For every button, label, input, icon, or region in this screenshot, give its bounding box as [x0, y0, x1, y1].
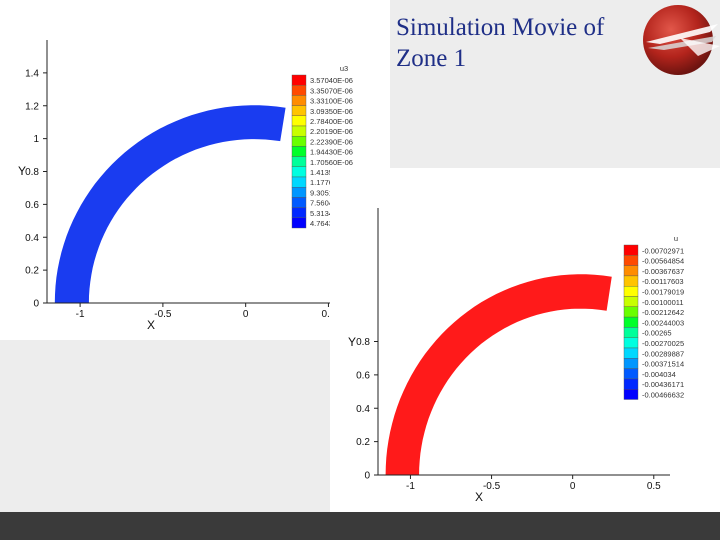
- legend-label: -0.00212642: [642, 308, 684, 317]
- x-axis-label: X: [475, 490, 483, 504]
- legend-swatch: [623, 255, 639, 266]
- legend-swatch: [291, 115, 307, 127]
- x-tick-label: -1: [406, 481, 415, 492]
- legend-swatch: [623, 275, 639, 287]
- y-tick-label: 0.2: [25, 266, 39, 277]
- y-tick-label: 0.8: [25, 167, 39, 178]
- legend-swatch: [291, 84, 307, 96]
- legend-label: 2.22390E-06: [310, 137, 353, 146]
- y-axis-label: Y: [348, 335, 356, 349]
- legend-label: 2.20190E-06: [310, 127, 353, 136]
- legend-label: 3.57040E-06: [310, 76, 353, 85]
- red-sphere-logo-icon: [640, 2, 720, 78]
- legend-swatch: [291, 146, 307, 157]
- legend-swatch: [291, 197, 307, 208]
- legend-swatch: [623, 244, 639, 256]
- legend-swatch: [623, 388, 639, 400]
- y-tick-label: 1.2: [25, 101, 39, 112]
- legend-label: 1.70560E-06: [310, 158, 353, 167]
- y-tick-label: 0.4: [356, 404, 370, 415]
- legend-title: u: [674, 234, 678, 243]
- x-tick-label: 0.5: [321, 309, 335, 320]
- legend-swatch: [623, 306, 639, 318]
- legend-label: -0.00564854: [642, 257, 684, 266]
- legend-swatch: [623, 358, 639, 369]
- legend-swatch: [291, 125, 307, 137]
- legend-swatch: [291, 207, 307, 219]
- legend-label: -0.00367637: [642, 267, 684, 276]
- legend-swatch: [291, 156, 307, 168]
- legend-label: -0.004034: [642, 370, 676, 379]
- legend-swatch: [623, 327, 639, 338]
- slide-title: Simulation Movie of Zone 1: [396, 12, 656, 74]
- legend-label: -0.00436171: [642, 380, 684, 389]
- chart-top-left: -1 -0.5 0 0.5 0 0.2 0.4 0.6 0.8 1 1.2 1.4 X Yu3 3.5704…: [18, 40, 353, 332]
- legend-swatch: [623, 285, 639, 297]
- y-tick-label: 0: [364, 471, 370, 482]
- legend-swatch: [291, 74, 307, 86]
- legend-label: -0.00100011: [642, 298, 684, 307]
- legend-swatch: [623, 265, 639, 277]
- y-tick-label: 0.8: [356, 337, 370, 348]
- x-axis-label: X: [147, 318, 155, 332]
- x-tick-label: 0.5: [647, 481, 661, 492]
- x-tick-label: -0.5: [483, 481, 501, 492]
- y-tick-label: 0: [33, 299, 39, 310]
- y-axis-label: Y: [18, 164, 26, 178]
- legend-label: 2.78400E-06: [310, 117, 353, 126]
- bottom-bar: [0, 512, 720, 540]
- legend-swatch: [623, 316, 639, 328]
- legend-label: -0.00244003: [642, 318, 684, 327]
- legend-label: -0.00117603: [642, 277, 684, 286]
- slide-title-line2: Zone 1: [396, 45, 467, 72]
- slide-title-line1: Simulation Movie of: [396, 14, 605, 41]
- y-tick-label: 1.4: [25, 68, 39, 79]
- legend-label: 3.09350E-06: [310, 107, 353, 116]
- legend-swatch: [623, 368, 639, 380]
- legend-label: -0.00702971: [642, 246, 684, 255]
- legend-swatch: [291, 95, 307, 106]
- x-tick-label: 0: [243, 309, 249, 320]
- legend-label: 1.94430E-06: [310, 148, 353, 157]
- x-tick-label: -1: [76, 309, 85, 320]
- legend-swatch: [623, 296, 639, 308]
- legend-swatch: [623, 378, 639, 390]
- legend-label: 3.33100E-06: [310, 97, 353, 106]
- legend-label: -0.00179019: [642, 288, 684, 297]
- legend-swatch: [623, 337, 639, 349]
- legend-swatch: [291, 186, 307, 198]
- legend-label: -0.00265: [642, 329, 672, 338]
- legend-title: u3: [340, 64, 348, 73]
- legend-swatch: [291, 176, 307, 188]
- y-tick-label: 0.6: [356, 370, 370, 381]
- y-tick-label: 1: [33, 134, 39, 145]
- x-tick-label: 0: [570, 481, 576, 492]
- x-tick-label: -0.5: [154, 309, 172, 320]
- y-tick-label: 0.6: [25, 200, 39, 211]
- y-tick-label: 0.2: [356, 437, 370, 448]
- y-tick-label: 0.4: [25, 233, 39, 244]
- legend-label: -0.00270025: [642, 339, 684, 348]
- legend-swatch: [623, 347, 639, 359]
- legend-label: -0.00466632: [642, 391, 684, 400]
- legend-swatch: [291, 217, 307, 229]
- legend-swatch: [291, 135, 307, 147]
- legend-swatch: [291, 166, 307, 178]
- legend-label: 3.35070E-06: [310, 86, 353, 95]
- field-region: [54, 105, 286, 304]
- legend-label: -0.00289887: [642, 349, 684, 358]
- chart-bottom-right: -1 -0.5 0 0.5 0 0.2 0.4 0.6 0.8 X Yu -0.00702971 -0.…: [348, 208, 684, 504]
- legend-label: -0.00371514: [642, 360, 684, 369]
- legend-swatch: [291, 105, 307, 116]
- field-region: [385, 274, 612, 476]
